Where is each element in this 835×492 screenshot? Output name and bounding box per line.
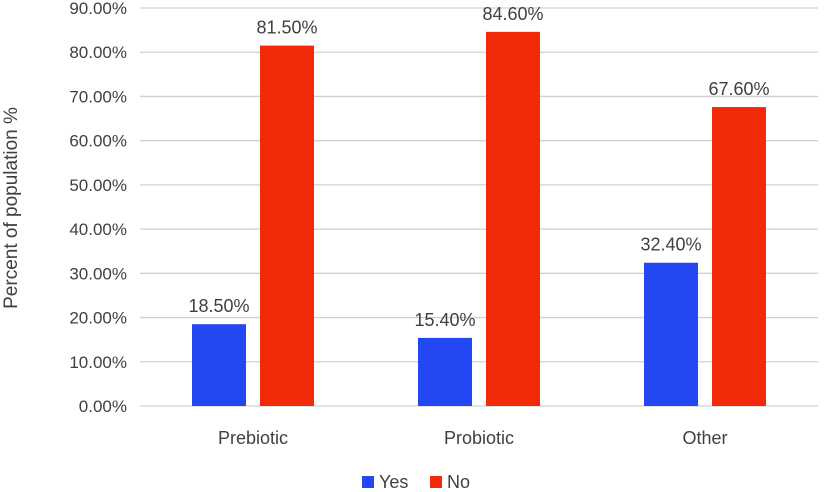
y-tick-label: 70.00% — [69, 87, 127, 106]
y-tick-label: 60.00% — [69, 132, 127, 151]
data-label: 81.50% — [256, 18, 317, 38]
y-tick-label: 20.00% — [69, 309, 127, 328]
bar-no-other — [712, 107, 766, 407]
x-category-label: Other — [682, 428, 727, 448]
y-tick-label: 40.00% — [69, 220, 127, 239]
legend: Yes No — [362, 472, 470, 492]
x-axis-categories: Prebiotic Probiotic Other — [218, 428, 728, 448]
bar-yes-other — [644, 262, 698, 406]
bar-no-probiotic — [486, 31, 540, 406]
bar-no-prebiotic — [260, 45, 314, 406]
data-label: 15.40% — [414, 310, 475, 330]
legend-label-no: No — [447, 472, 470, 492]
bar-yes-probiotic — [418, 337, 472, 406]
y-tick-label: 50.00% — [69, 176, 127, 195]
data-label: 84.60% — [482, 4, 543, 24]
x-category-label: Prebiotic — [218, 428, 288, 448]
gridlines — [140, 7, 818, 407]
y-tick-label: 30.00% — [69, 264, 127, 283]
y-tick-label: 90.00% — [69, 0, 127, 18]
legend-label-yes: Yes — [379, 472, 408, 492]
data-label: 67.60% — [708, 79, 769, 99]
data-labels: 18.50% 81.50% 15.40% 84.60% 32.40% 67.60% — [188, 4, 769, 330]
y-tick-label: 80.00% — [69, 43, 127, 62]
x-category-label: Probiotic — [444, 428, 514, 448]
data-label: 32.40% — [640, 235, 701, 255]
bars — [192, 31, 766, 407]
y-axis-title: Percent of population % — [1, 107, 22, 309]
bar-yes-prebiotic — [192, 324, 246, 406]
y-tick-label: 0.00% — [79, 397, 127, 416]
legend-swatch-no — [430, 476, 442, 488]
legend-swatch-yes — [362, 476, 374, 488]
y-tick-label: 10.00% — [69, 353, 127, 372]
y-axis-ticks: 0.00% 10.00% 20.00% 30.00% 40.00% 50.00% 60.00… — [69, 0, 127, 416]
data-label: 18.50% — [188, 296, 249, 316]
